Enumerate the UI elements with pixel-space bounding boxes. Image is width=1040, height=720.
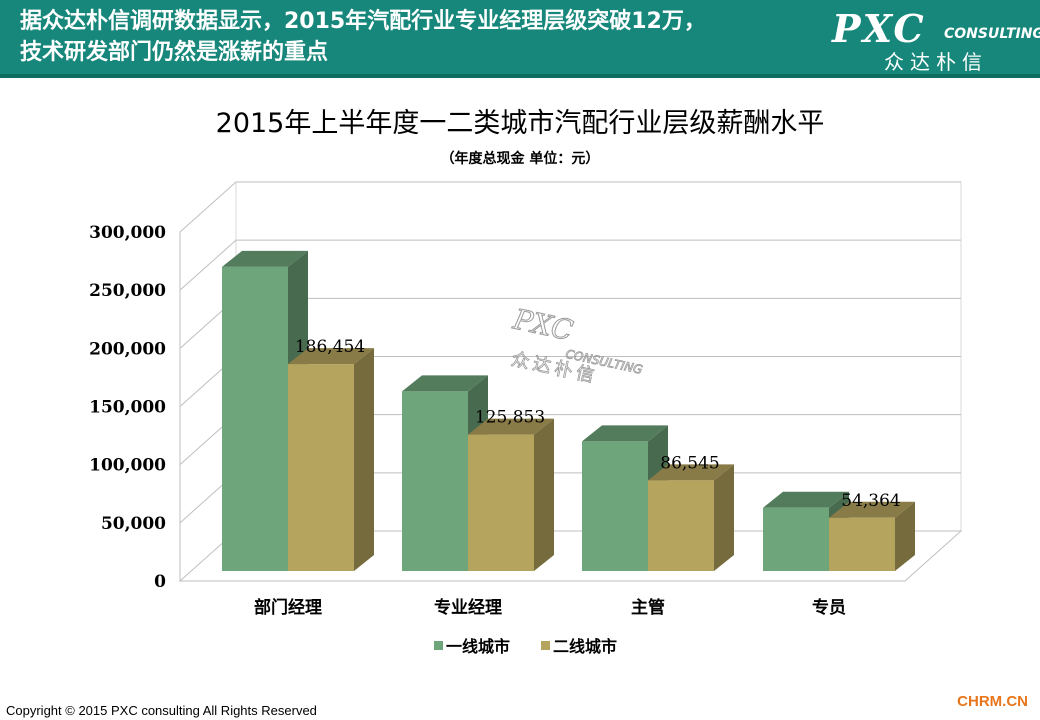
y-tick-label: 100,000 xyxy=(89,456,166,476)
x-tick-label: 专员 xyxy=(812,597,846,618)
bar-side xyxy=(895,501,915,571)
bar-top xyxy=(402,375,488,392)
brand-consulting: CONSULTING xyxy=(944,26,1040,42)
salary-chart: 2015年上半年度一二类城市汽配行业层级薪酬水平 （年度总现金 单位：元） 0 50,… xyxy=(89,108,963,656)
bar xyxy=(763,507,829,571)
bar-side xyxy=(354,348,374,571)
bar-top xyxy=(763,491,849,508)
y-tick-label: 50,000 xyxy=(101,514,166,534)
bar xyxy=(402,391,468,571)
y-tick-label: 300,000 xyxy=(89,223,166,243)
legend-swatch xyxy=(434,641,443,650)
bar-top xyxy=(222,250,308,267)
y-tick-label: 150,000 xyxy=(89,398,166,418)
bar-top xyxy=(468,418,554,435)
bar-side xyxy=(714,464,734,571)
x-tick-label: 专业经理 xyxy=(434,597,502,618)
legend-label: 一线城市 xyxy=(446,637,510,656)
header-line-2: 技术研发部门仍然是涨薪的重点 xyxy=(20,40,329,65)
bar xyxy=(288,364,354,571)
bar-top xyxy=(648,464,734,481)
header-line-1: 据众达朴信调研数据显示，2015年汽配行业专业经理层级突破12万， xyxy=(20,9,706,34)
y-tick-label: 0 xyxy=(154,572,166,592)
header-text: 据众达朴信调研数据显示，2015年汽配行业专业经理层级突破12万， 技术研发部门… xyxy=(20,6,820,68)
x-tick-label: 主管 xyxy=(631,597,665,618)
y-tick-label: 250,000 xyxy=(89,281,166,301)
bar xyxy=(582,441,648,571)
bar-top xyxy=(582,425,668,442)
gridline xyxy=(179,239,961,291)
bar xyxy=(829,517,895,571)
y-tick-label: 200,000 xyxy=(89,339,166,359)
legend-label: 二线城市 xyxy=(553,637,617,656)
site-mark: CHRM.CN xyxy=(957,693,1028,710)
legend-swatch xyxy=(541,641,550,650)
brand-name: PXC xyxy=(832,6,926,51)
header-banner: 据众达朴信调研数据显示，2015年汽配行业专业经理层级突破12万， 技术研发部门… xyxy=(0,0,1040,74)
bar xyxy=(222,266,288,571)
brand-logo: PXC CONSULTING 众达朴信 xyxy=(832,6,1040,74)
bar xyxy=(648,480,714,571)
bar xyxy=(468,434,534,571)
data-label: 54,364 xyxy=(841,491,900,511)
chart-title: 2015年上半年度一二类城市汽配行业层级薪酬水平 xyxy=(216,108,825,139)
brand-cn-name: 众达朴信 xyxy=(884,50,988,74)
data-label: 86,545 xyxy=(660,453,719,473)
gridline xyxy=(179,181,961,233)
bar-top xyxy=(288,348,374,365)
data-label: 125,853 xyxy=(475,408,545,428)
bar-side xyxy=(534,418,554,571)
x-tick-label: 部门经理 xyxy=(254,597,322,618)
data-label: 186,454 xyxy=(295,337,365,357)
bar-top xyxy=(829,501,915,518)
copyright-text: Copyright © 2015 PXC consulting All Righ… xyxy=(6,703,317,718)
chart-subtitle: （年度总现金 单位：元） xyxy=(441,150,600,167)
header-divider xyxy=(0,74,1040,78)
